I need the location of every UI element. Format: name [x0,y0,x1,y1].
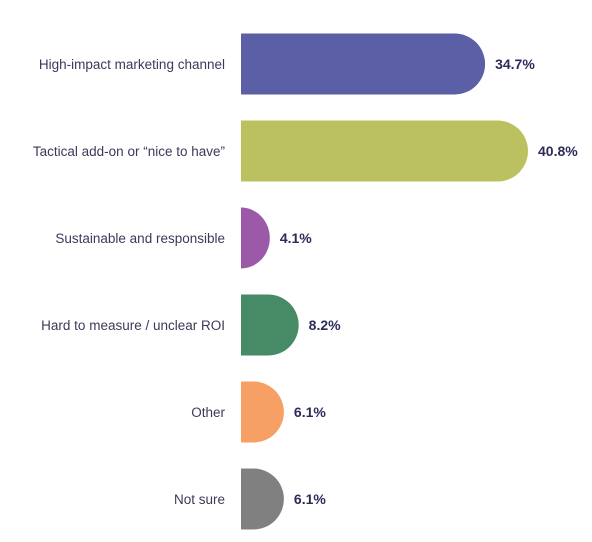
value-label-tactical-add-on-or-nice-to-have: 40.8% [538,143,578,159]
category-label-other: Other [191,405,225,420]
category-label-tactical-add-on-or-nice-to-have: Tactical add-on or “nice to have” [33,144,225,159]
value-label-hard-to-measure-unclear-roi: 8.2% [309,317,341,333]
category-label-sustainable-and-responsible: Sustainable and responsible [55,231,225,246]
bar-tactical-add-on-or-nice-to-have [241,120,528,182]
value-label-other: 6.1% [294,404,326,420]
value-label-high-impact-marketing-channel: 34.7% [495,56,535,72]
bar-hard-to-measure-unclear-roi [241,294,299,356]
value-label-sustainable-and-responsible: 4.1% [280,230,312,246]
category-label-hard-to-measure-unclear-roi: Hard to measure / unclear ROI [41,318,225,333]
category-label-high-impact-marketing-channel: High-impact marketing channel [39,57,225,72]
value-label-not-sure: 6.1% [294,491,326,507]
bar-other [241,381,284,443]
bar-not-sure [241,468,284,530]
bar-high-impact-marketing-channel [241,33,486,95]
category-label-not-sure: Not sure [174,492,225,507]
bar-sustainable-and-responsible [241,207,270,269]
